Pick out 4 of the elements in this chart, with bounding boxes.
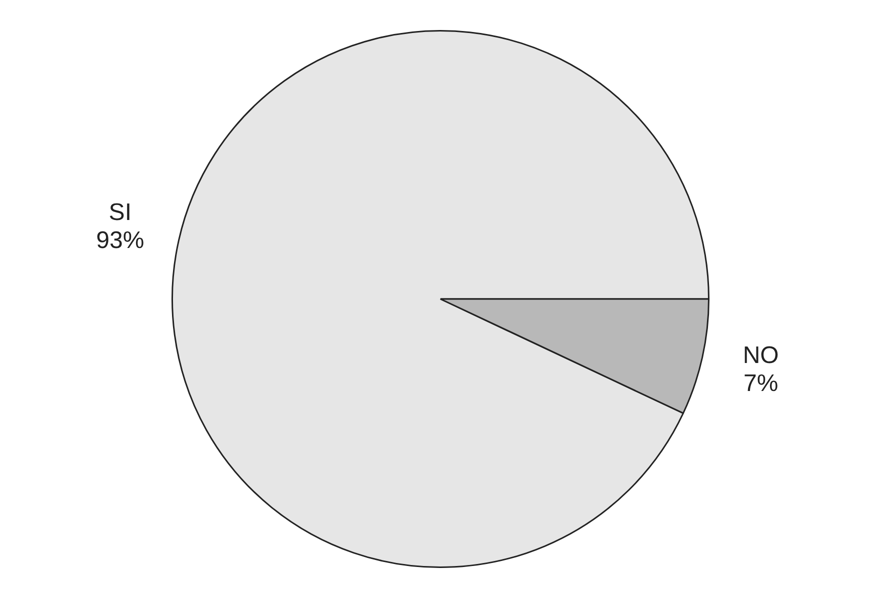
data-label: 7% bbox=[744, 370, 778, 398]
slice-label: SI bbox=[108, 199, 132, 226]
slice-label: NO bbox=[742, 342, 779, 370]
data-label: 93% bbox=[96, 227, 144, 254]
